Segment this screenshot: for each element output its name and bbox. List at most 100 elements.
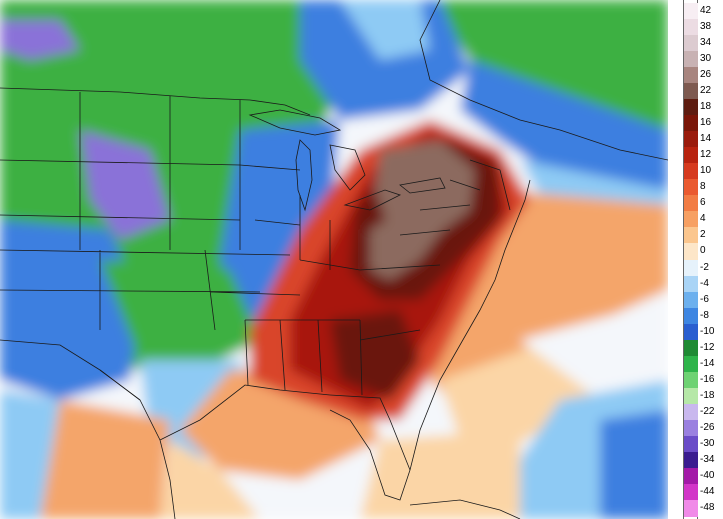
legend-label: -48 bbox=[700, 501, 715, 513]
field-brown-appalachian bbox=[370, 200, 450, 280]
legend-label: -6 bbox=[700, 293, 709, 305]
legend-label: -18 bbox=[700, 389, 715, 401]
legend-swatch bbox=[684, 163, 698, 180]
lake-ontario bbox=[399, 177, 446, 194]
legend-swatch bbox=[684, 83, 698, 100]
legend-label: -8 bbox=[700, 309, 709, 321]
field-blue-canada-east bbox=[460, 60, 668, 200]
color-scale-legend: 42 38 34 30 26 22 18 16 14 12 10 8 6 4 2 0 -2 -4 -6 -8 -10 -1… bbox=[668, 0, 723, 519]
legend-swatch bbox=[684, 419, 698, 437]
legend-swatch bbox=[684, 147, 698, 164]
lake-superior bbox=[248, 109, 342, 136]
legend-swatch bbox=[684, 499, 698, 517]
field-ocean-pale-south bbox=[360, 430, 520, 519]
legend-label: -22 bbox=[700, 405, 715, 417]
lake-huron bbox=[329, 144, 366, 191]
field-lightblue-north bbox=[340, 0, 430, 60]
legend-swatch bbox=[684, 467, 698, 485]
legend-swatch bbox=[684, 227, 698, 244]
field-green-northeast bbox=[430, 0, 668, 140]
legend-label: -26 bbox=[700, 421, 715, 433]
state-lines-midwest bbox=[239, 164, 361, 271]
canada-coast bbox=[419, 0, 668, 161]
legend-swatch bbox=[684, 67, 698, 84]
field-blue-north bbox=[300, 0, 470, 120]
anomaly-field bbox=[0, 0, 668, 519]
us-canada-border bbox=[0, 87, 311, 116]
legend-swatch bbox=[684, 51, 698, 68]
field-blue-greatlakes bbox=[220, 120, 340, 330]
atlantic-coast bbox=[409, 179, 531, 471]
legend-label: 30 bbox=[700, 53, 712, 65]
legend-swatch bbox=[684, 307, 698, 325]
legend-swatch bbox=[684, 355, 698, 373]
legend-swatch bbox=[684, 19, 698, 36]
legend-label: -10 bbox=[700, 325, 715, 337]
legend-label: -34 bbox=[700, 453, 715, 465]
legend-swatch bbox=[684, 211, 698, 228]
legend-label: -14 bbox=[700, 357, 715, 369]
field-ocean-blue-se-deep bbox=[600, 410, 668, 519]
field-maroon-southeast bbox=[330, 310, 420, 400]
legend-label: 42 bbox=[700, 5, 712, 17]
field-lightblue-mexico bbox=[0, 390, 60, 519]
map-canvas bbox=[0, 0, 668, 519]
legend-swatch bbox=[684, 3, 698, 20]
legend-label: -44 bbox=[700, 485, 715, 497]
legend-swatch bbox=[684, 275, 698, 293]
field-orange-mexico bbox=[40, 400, 170, 519]
legend-swatch bbox=[684, 339, 698, 357]
legend-swatch bbox=[684, 179, 698, 196]
field-green-texas bbox=[100, 260, 260, 370]
legend-swatch bbox=[684, 243, 698, 260]
state-lines-north bbox=[0, 92, 241, 250]
legend-swatch bbox=[684, 403, 698, 421]
legend-label: 12 bbox=[700, 149, 712, 161]
florida-outline bbox=[329, 394, 411, 501]
legend-label: -40 bbox=[700, 469, 715, 481]
legend-label: 38 bbox=[700, 21, 712, 33]
legend-label: 26 bbox=[700, 69, 712, 81]
legend-swatch bbox=[684, 483, 698, 501]
lake-michigan bbox=[295, 139, 313, 212]
legend-swatch bbox=[684, 35, 698, 52]
legend-swatch bbox=[684, 435, 698, 453]
legend-label: 2 bbox=[700, 229, 706, 241]
legend-swatch bbox=[684, 259, 698, 277]
us-mexico-border bbox=[0, 339, 141, 401]
legend-swatch bbox=[684, 115, 698, 132]
legend-swatch bbox=[684, 195, 698, 212]
state-lines-central bbox=[0, 249, 301, 331]
legend-label: -16 bbox=[700, 373, 715, 385]
legend-label: 10 bbox=[700, 165, 712, 177]
state-lines-east bbox=[359, 159, 511, 271]
legend-label: -30 bbox=[700, 437, 715, 449]
legend-label: -12 bbox=[700, 341, 715, 353]
legend-swatch bbox=[684, 291, 698, 309]
legend-label: 8 bbox=[700, 181, 706, 193]
lake-erie bbox=[343, 189, 402, 211]
cuba-outline bbox=[409, 499, 521, 519]
field-gulf-pale bbox=[160, 440, 260, 519]
legend-label: 34 bbox=[700, 37, 712, 49]
legend-label: 4 bbox=[700, 213, 706, 225]
field-purple-plains bbox=[80, 130, 170, 240]
political-borders bbox=[0, 0, 668, 519]
legend-swatch bbox=[684, 371, 698, 389]
legend-swatch bbox=[684, 387, 698, 405]
gulf-coast bbox=[159, 384, 331, 441]
legend-label: 16 bbox=[700, 117, 712, 129]
legend-label: 6 bbox=[700, 197, 706, 209]
legend-label: 18 bbox=[700, 101, 712, 113]
legend-swatch bbox=[684, 131, 698, 148]
field-purple-northwest bbox=[0, 20, 80, 60]
legend-swatch bbox=[684, 451, 698, 469]
legend-label: -2 bbox=[700, 261, 709, 273]
legend-label: 14 bbox=[700, 133, 712, 145]
legend-swatch bbox=[684, 323, 698, 341]
legend-label: 0 bbox=[700, 245, 706, 257]
legend-swatch bbox=[684, 99, 698, 116]
field-lightblue-maritimes bbox=[520, 160, 668, 210]
legend-label: 22 bbox=[700, 85, 712, 97]
temperature-anomaly-map bbox=[0, 0, 668, 519]
